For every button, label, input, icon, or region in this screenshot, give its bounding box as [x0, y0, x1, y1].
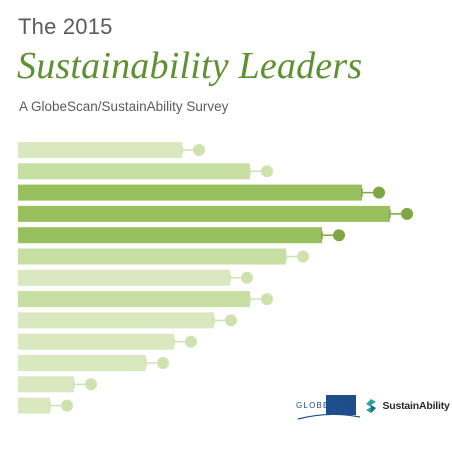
bar-end-dot — [401, 207, 413, 220]
bar — [18, 355, 146, 371]
bar-end-dot — [193, 144, 205, 156]
bar — [18, 248, 286, 265]
sustainability-logo: SustainAbility — [364, 397, 450, 415]
globescan-logo-text: GLOBESCAN — [296, 401, 357, 410]
bar — [18, 163, 250, 180]
bar-end-dot — [297, 250, 309, 263]
bar-end-dot — [333, 229, 345, 242]
bar-end-dot — [225, 314, 237, 327]
bar — [18, 333, 174, 350]
bar-end-dot — [61, 399, 73, 412]
bar — [18, 376, 74, 393]
globescan-logo-icon — [326, 395, 356, 415]
bar — [18, 142, 182, 158]
bar — [18, 312, 214, 329]
bar — [18, 269, 230, 286]
sustainability-logo-icon — [366, 398, 376, 413]
cover-year-line: The 2015 — [18, 14, 113, 39]
bar-end-dot — [241, 271, 253, 284]
globescan-swoosh-icon — [297, 413, 361, 420]
bar — [18, 291, 250, 308]
bar-end-dot — [261, 165, 273, 178]
bar-end-dot — [261, 293, 273, 306]
globescan-logo: GLOBESCAN — [296, 395, 362, 421]
bar — [18, 184, 362, 201]
bar-end-dot — [85, 378, 97, 391]
bar-end-dot — [373, 186, 385, 199]
bar — [18, 227, 322, 244]
bar-end-dot — [157, 357, 169, 369]
bar-end-dot — [185, 335, 197, 348]
bar — [18, 205, 390, 222]
sustainability-logo-text: SustainAbility — [382, 399, 450, 412]
cover-title: Sustainability Leaders — [17, 45, 363, 87]
cover-subtitle: A GlobeScan/SustainAbility Survey — [19, 99, 229, 114]
bar — [18, 397, 50, 414]
